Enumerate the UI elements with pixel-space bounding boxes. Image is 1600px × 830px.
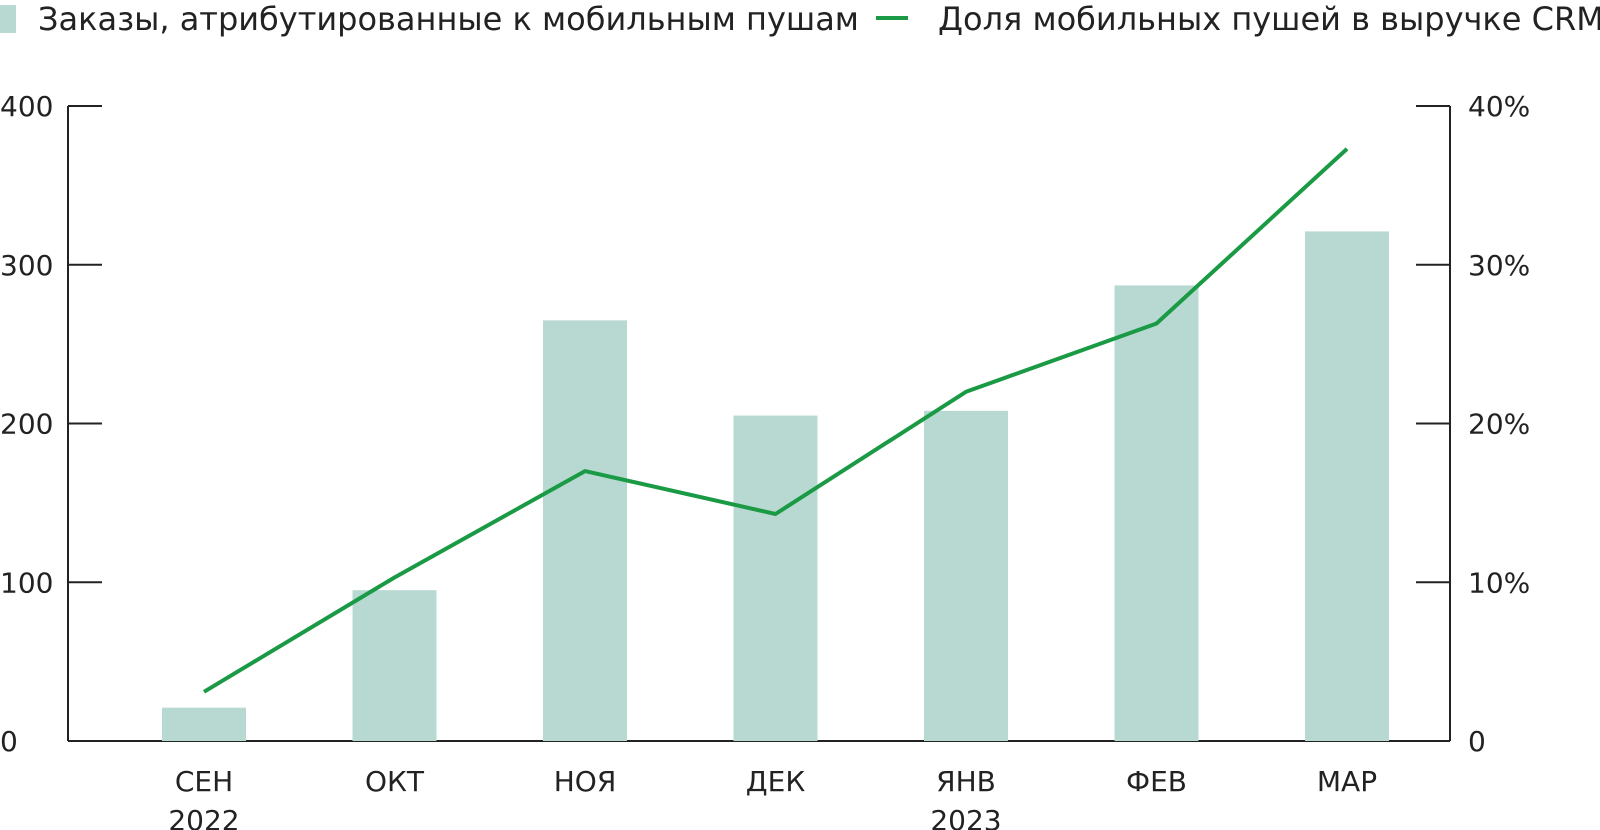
legend: Заказы, атрибутированные к мобильным пуш… (0, 0, 1600, 38)
axis-labels: 0 100 200 300 400 0 10% 20% 30% 40% СЕН 2022 ОКТ НОЯ Д… (0, 90, 1530, 830)
x-tick-label: ОКТ (365, 765, 425, 798)
x-tick-label: МАР (1317, 765, 1377, 798)
bar (1114, 285, 1199, 741)
bar (733, 415, 818, 741)
bar (1305, 231, 1389, 741)
bar (924, 410, 1008, 741)
x-tick-label: НОЯ (554, 765, 617, 798)
line-series (202, 147, 1349, 694)
x-year-label: 2022 (168, 804, 239, 830)
bar (352, 590, 437, 741)
y-left-tick-label: 0 (0, 725, 18, 758)
y-right-tick-label: 40% (1468, 90, 1530, 123)
y-right-tick-label: 30% (1468, 249, 1530, 282)
bar (543, 320, 627, 741)
y-left-tick-label: 300 (0, 249, 53, 282)
x-tick-label: ЯНВ (936, 765, 996, 798)
bar-series (162, 231, 1389, 741)
legend-label-bar: Заказы, атрибутированные к мобильным пуш… (38, 0, 859, 38)
bar (162, 707, 246, 741)
legend-swatch-bar (0, 5, 16, 33)
share-line (202, 147, 1349, 694)
y-left-tick-label: 400 (0, 90, 53, 123)
y-left-tick-label: 200 (0, 408, 53, 441)
axes (67, 105, 1451, 742)
x-tick-label: ФЕВ (1126, 765, 1187, 798)
x-year-label: 2023 (930, 804, 1001, 830)
y-right-tick-label: 0 (1468, 725, 1486, 758)
x-tick-label: СЕН (175, 765, 233, 798)
x-tick-label: ДЕК (746, 765, 806, 798)
y-right-tick-label: 10% (1468, 566, 1530, 599)
y-left-tick-label: 100 (0, 566, 53, 599)
legend-label-line: Доля мобильных пушей в выручке CRM (938, 0, 1600, 38)
y-right-tick-label: 20% (1468, 408, 1530, 441)
